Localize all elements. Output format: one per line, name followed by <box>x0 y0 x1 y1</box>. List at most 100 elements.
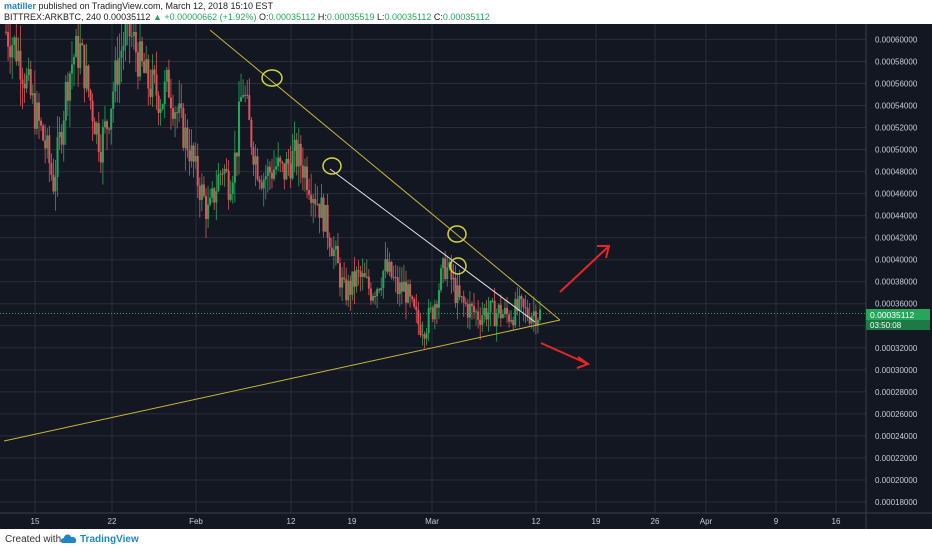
candle-body <box>320 197 323 218</box>
published-text: published on TradingView.com, March 12, … <box>38 1 274 11</box>
candle-body <box>460 296 463 298</box>
candle-body <box>425 332 428 339</box>
candle-body <box>277 157 280 167</box>
candle-body <box>184 127 187 148</box>
candle-body <box>116 60 119 85</box>
author-link[interactable]: matiller <box>4 1 37 11</box>
highlight-circle-3[interactable] <box>447 225 467 243</box>
highlight-circle-1[interactable] <box>261 69 283 87</box>
candle-body <box>487 312 490 320</box>
arrow-up[interactable] <box>559 245 611 293</box>
candle-body <box>413 299 416 307</box>
candle-body <box>349 280 352 295</box>
candle-body <box>145 59 148 73</box>
candle-body <box>415 306 418 311</box>
candle-body <box>289 163 292 179</box>
candle-body <box>512 320 515 326</box>
candle-body <box>229 194 232 200</box>
highlight-circle-2[interactable] <box>322 157 342 175</box>
candle-body <box>33 93 36 129</box>
candle-body <box>188 150 191 162</box>
candle-body <box>421 334 424 336</box>
candle-body <box>97 123 100 152</box>
arrow-down[interactable] <box>540 342 591 369</box>
candle-body <box>163 81 166 105</box>
chart-area[interactable]: 0.00060000 0.00058000 0.00056000 0.00054000… <box>0 0 932 529</box>
candle-body <box>143 61 146 73</box>
candle-body <box>200 184 203 200</box>
candle-body <box>326 205 329 238</box>
candle-body <box>79 43 82 68</box>
candle-body <box>328 237 331 248</box>
candle-body <box>134 31 137 53</box>
candle-body <box>99 151 102 163</box>
candle-body <box>5 31 7 33</box>
candle-body <box>231 182 234 195</box>
candle-body <box>470 303 473 306</box>
tradingview-brand[interactable]: TradingView <box>80 534 139 545</box>
inner-resistance-line[interactable] <box>329 168 536 323</box>
candle-body <box>361 273 364 277</box>
tradingview-cloud-icon <box>60 533 78 548</box>
candle-body <box>56 137 59 178</box>
price-chart[interactable]: 0.00060000 0.00058000 0.00056000 0.00054000… <box>0 0 932 529</box>
candle-body <box>132 31 135 36</box>
candle-body <box>365 276 368 278</box>
candle-body <box>394 277 397 279</box>
candle-body <box>357 270 360 272</box>
candle-body <box>462 296 465 303</box>
candle-body <box>473 305 476 313</box>
candle-body <box>510 320 513 322</box>
candle-body <box>17 50 20 62</box>
candle-body <box>489 300 492 313</box>
candle-body <box>13 37 16 45</box>
candle-body <box>429 307 432 309</box>
candle-body <box>367 276 370 289</box>
candle-body <box>456 285 459 304</box>
candle-body <box>139 41 142 77</box>
candle-body <box>536 319 539 326</box>
candle-body <box>52 174 55 192</box>
y-tick-label: 0.00046000 <box>875 190 918 199</box>
candle-body <box>520 296 523 300</box>
candle-body <box>503 307 506 315</box>
candle-body <box>124 21 127 46</box>
y-tick-label: 0.00030000 <box>875 366 918 375</box>
candle-body <box>37 102 40 121</box>
candle-body <box>316 203 319 205</box>
candle-body <box>130 35 133 37</box>
candle-body <box>371 296 374 301</box>
candle-body <box>147 59 150 89</box>
candle-body <box>281 161 284 164</box>
symbol-line: BITTREX:ARKBTC, 240 0.00035112 ▲ +0.0000… <box>4 12 490 22</box>
candle-body <box>464 302 467 305</box>
x-tick-label: 26 <box>651 517 660 526</box>
ohl-low-label: L: <box>376 12 385 22</box>
candle-body <box>196 155 199 186</box>
candle-body <box>194 155 197 162</box>
candle-body <box>409 284 412 297</box>
candle-body <box>332 249 335 257</box>
candle-body <box>400 282 403 292</box>
footer: Created with TradingView <box>0 529 932 550</box>
candle-body <box>458 285 461 298</box>
candle-body <box>390 261 393 278</box>
upper-trendline[interactable] <box>209 29 561 321</box>
y-tick-label: 0.00020000 <box>875 476 918 485</box>
candle-body <box>427 308 430 333</box>
highlight-circle-4[interactable] <box>449 257 467 275</box>
candle-body <box>23 83 26 89</box>
y-tick-label: 0.00036000 <box>875 300 918 309</box>
candle-body <box>534 311 537 326</box>
candle-body <box>68 73 71 101</box>
candle-body <box>103 121 106 128</box>
candle-body <box>382 270 385 289</box>
candle-body <box>114 60 117 92</box>
candle-body <box>233 152 236 183</box>
candle-body <box>374 296 377 298</box>
countdown-tag: 03:50:08 <box>870 321 902 330</box>
candle-body <box>7 32 10 47</box>
candle-body <box>314 198 317 205</box>
lower-trendline[interactable] <box>3 319 561 442</box>
candle-body <box>112 91 115 109</box>
